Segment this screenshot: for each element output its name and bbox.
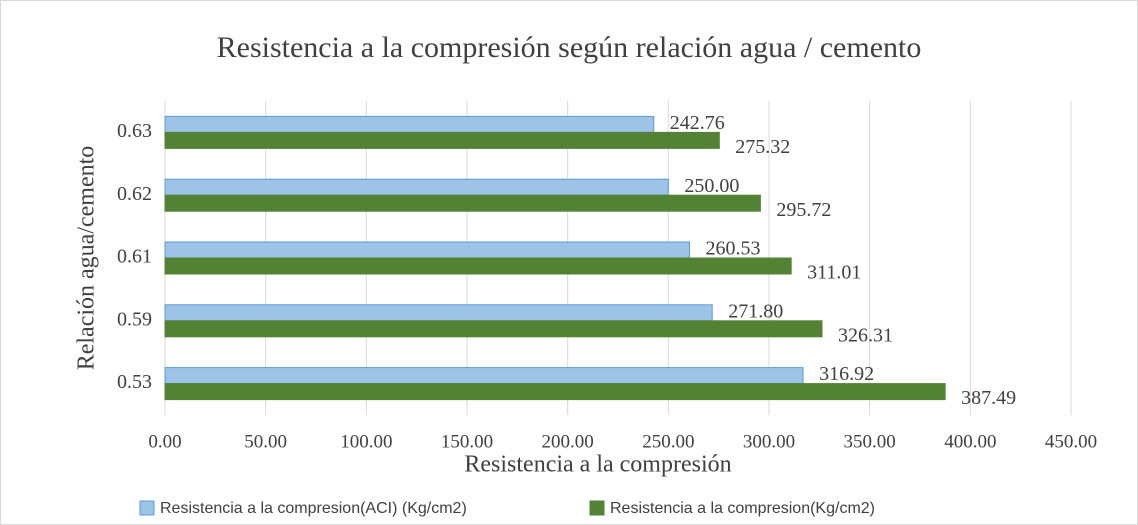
x-tick-label: 50.00 xyxy=(244,431,287,452)
x-tick-label: 100.00 xyxy=(340,431,392,452)
x-tick-label: 0.00 xyxy=(148,431,181,452)
bar xyxy=(164,304,713,322)
legend-label: Resistencia a la compresion(Kg/cm2) xyxy=(610,500,875,517)
y-tick-label: 0.53 xyxy=(117,371,152,393)
y-tick-label: 0.59 xyxy=(117,308,152,330)
bar xyxy=(164,257,792,275)
bar xyxy=(164,320,823,338)
bar xyxy=(164,367,804,385)
legend-swatch xyxy=(589,500,605,516)
bar xyxy=(164,115,655,133)
bar xyxy=(164,241,691,259)
legend-swatch xyxy=(139,500,155,516)
y-tick-label: 0.61 xyxy=(117,246,152,268)
y-tick-label: 0.63 xyxy=(117,120,152,142)
x-tick-label: 450.00 xyxy=(1045,431,1097,452)
bar xyxy=(164,194,761,212)
value-label: 326.31 xyxy=(838,324,893,346)
x-tick-label: 350.00 xyxy=(844,431,896,452)
value-label: 271.80 xyxy=(728,300,783,322)
x-tick-label: 150.00 xyxy=(441,431,493,452)
value-label: 311.01 xyxy=(807,262,861,284)
value-label: 260.53 xyxy=(706,238,761,260)
legend-label: Resistencia a la compresion(ACI) (Kg/cm2… xyxy=(160,500,467,517)
x-tick-label: 400.00 xyxy=(944,431,996,452)
chart-title: Resistencia a la compresión según relaci… xyxy=(217,31,922,64)
value-label: 316.92 xyxy=(819,363,874,385)
value-label: 242.76 xyxy=(670,112,725,134)
value-label: 275.32 xyxy=(735,136,790,158)
value-label: 295.72 xyxy=(776,199,831,221)
x-tick-label: 300.00 xyxy=(743,431,795,452)
bar xyxy=(164,178,669,196)
y-tick-label: 0.62 xyxy=(117,183,152,205)
bar xyxy=(164,383,946,401)
value-label: 387.49 xyxy=(961,387,1016,409)
x-tick-label: 200.00 xyxy=(542,431,594,452)
value-label: 250.00 xyxy=(684,175,739,197)
x-tick-label: 250.00 xyxy=(642,431,694,452)
y-axis-label: Relación agua/cemento xyxy=(74,146,100,371)
x-axis-label: Resistencia a la compresión xyxy=(464,452,731,478)
bar xyxy=(164,131,720,149)
